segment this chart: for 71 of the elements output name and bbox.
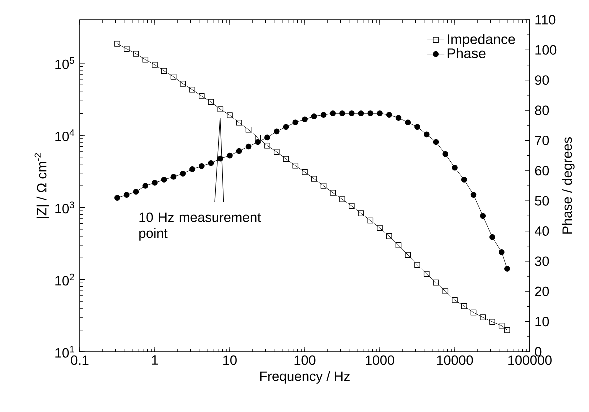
point — [283, 156, 290, 162]
point — [190, 86, 196, 93]
annotation: 10 Hz measurement point — [140, 212, 262, 241]
x-tick-label: 10000 — [437, 356, 474, 366]
point — [386, 234, 392, 240]
point — [498, 323, 505, 329]
point — [330, 190, 336, 196]
point — [142, 56, 149, 63]
point — [246, 126, 252, 133]
y2-tick-label: 90 — [535, 76, 550, 86]
legend-label: Phase — [448, 48, 486, 58]
legend-label: Impedance — [448, 34, 516, 48]
point — [180, 81, 186, 87]
point — [452, 297, 458, 304]
point — [470, 310, 477, 316]
point — [368, 218, 374, 224]
y2-axis-title: Phase / degrees — [562, 138, 575, 234]
y2-tick-label: 110 — [536, 15, 556, 25]
x-tick-label: 100000 — [508, 356, 552, 366]
point — [424, 271, 430, 278]
x-tick-label: 1000 — [366, 356, 394, 366]
point — [114, 41, 120, 47]
y2-tick-label: 60 — [535, 166, 550, 176]
point — [170, 74, 177, 80]
point — [480, 314, 486, 320]
point — [433, 280, 440, 286]
point — [490, 319, 496, 325]
point — [198, 93, 205, 100]
point — [358, 210, 364, 216]
y2-tick-label: 10 — [536, 317, 550, 327]
y2-tick-label: 100 — [536, 45, 557, 55]
y-tick-label: 10$^{2}$ — [56, 274, 74, 286]
y2-tick-label: 20 — [535, 286, 550, 296]
point — [348, 203, 355, 210]
point — [227, 112, 233, 118]
point — [264, 142, 270, 149]
point — [320, 183, 327, 189]
point — [236, 120, 242, 126]
point — [152, 62, 158, 68]
y-tick-label: 10$^{4}$ — [56, 130, 75, 142]
x-axis-title: Frequency / Hz — [260, 371, 350, 384]
point — [311, 176, 318, 182]
point — [377, 225, 383, 232]
point — [161, 68, 168, 74]
point — [133, 51, 140, 57]
point — [218, 106, 224, 112]
y-tick-label: 10$^{3}$ — [56, 202, 74, 214]
point — [208, 99, 214, 106]
x-tick-label: 10 — [224, 356, 237, 366]
y2-tick-label: 70 — [535, 136, 550, 146]
x-tick-label: 0.1 — [71, 356, 89, 366]
point — [292, 162, 299, 169]
point — [405, 252, 412, 258]
point — [274, 149, 280, 156]
y-tick-label: 10$^{5}$ — [56, 58, 74, 70]
y2-tick-label: 80 — [535, 106, 550, 116]
point — [442, 288, 449, 294]
y2-tick-label: 50 — [535, 196, 550, 206]
point — [302, 169, 308, 176]
y2-tick-label: 40 — [535, 226, 550, 236]
y-axis-title: |Z| / Ω cm$^{-2}$ — [34, 153, 50, 218]
x-tick-label: 100 — [294, 356, 316, 366]
point — [340, 196, 346, 202]
point — [396, 242, 402, 248]
point — [414, 262, 420, 268]
point — [255, 134, 262, 141]
point — [124, 46, 130, 52]
y2-tick-label: 0 — [535, 347, 542, 357]
y2-tick-label: 30 — [535, 256, 550, 266]
point — [461, 303, 468, 310]
x-tick-label: 1 — [152, 356, 158, 365]
